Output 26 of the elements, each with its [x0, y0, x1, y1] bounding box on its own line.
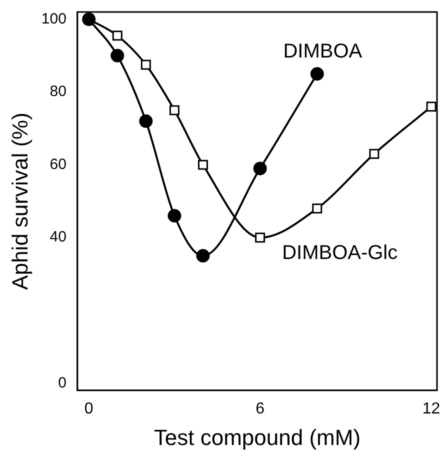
x-tick-label: 6	[256, 400, 265, 418]
y-axis-title: Aphid survival (%)	[7, 112, 32, 290]
x-tick-label: 12	[422, 400, 440, 418]
point	[168, 209, 182, 223]
point	[196, 249, 210, 263]
y-tick-label: 80	[50, 83, 66, 100]
point	[140, 60, 151, 70]
y-tick-label: 60	[50, 156, 66, 173]
series-label: DIMBOA-Glc	[282, 242, 398, 264]
x-tick-label: 0	[84, 400, 94, 418]
y-tick-label: 100	[41, 10, 66, 28]
point	[112, 30, 122, 41]
point	[426, 102, 436, 112]
point	[369, 148, 380, 159]
point	[253, 162, 267, 176]
point	[198, 160, 208, 170]
point	[312, 203, 322, 214]
x-axis-title: Test compound (mM)	[154, 424, 361, 450]
point	[110, 48, 124, 62]
y-tick-label: 40	[50, 228, 66, 246]
point	[169, 105, 180, 116]
point	[139, 114, 153, 128]
series-label: DIMBOA	[283, 40, 363, 62]
point	[310, 67, 324, 81]
point	[255, 232, 266, 243]
y-tick-label: 0	[58, 374, 66, 392]
